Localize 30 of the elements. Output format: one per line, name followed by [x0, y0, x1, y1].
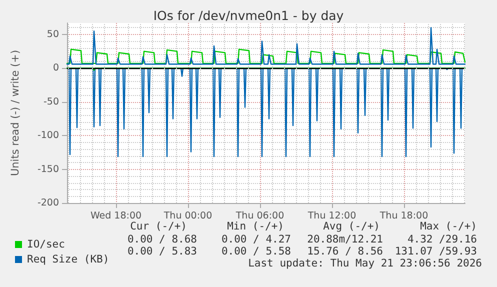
legend-label: IO/sec	[27, 238, 65, 250]
text: Max (-/+)	[420, 220, 477, 232]
text: 4.32 /29.16	[407, 234, 477, 246]
x-tick-label: Wed 18:00	[90, 210, 142, 222]
text: 131.07 /59.93	[394, 246, 477, 258]
text: Last update: Thu May 21 23:06:56 2026	[248, 258, 482, 270]
x-tick-label: Thu 18:00	[378, 210, 428, 222]
y-tick-label: -200	[37, 198, 59, 208]
x-tick-label: Thu 06:00	[234, 210, 284, 222]
chart-title: IOs for /dev/nvme0n1 - by day	[153, 8, 344, 23]
x-tick-label: Thu 00:00	[162, 210, 212, 222]
line-series	[66, 48, 466, 64]
text: Min (-/+)	[227, 220, 284, 232]
y-axis-title: Units read (-) / write (+)	[10, 50, 22, 176]
legend-label: Req Size (KB)	[27, 254, 110, 266]
x-tick-label: Thu 12:00	[306, 210, 356, 222]
text: 0.00 / 4.27	[221, 234, 291, 246]
text: Cur (-/+)	[130, 220, 187, 232]
y-tick-label: -150	[37, 164, 59, 175]
text: 0.00 / 5.58	[221, 246, 291, 258]
y-tick-label: 50	[46, 28, 59, 40]
text: 0.00 / 5.83	[127, 246, 197, 258]
text: 0.00 / 8.68	[127, 234, 197, 246]
line-series	[66, 27, 466, 65]
text: Avg (-/+)	[323, 220, 380, 232]
text: 15.76 / 8.56	[307, 246, 383, 258]
text: 20.88m/12.21	[307, 234, 383, 246]
y-tick-label: 0	[52, 62, 59, 74]
y-tick-label: -50	[43, 96, 59, 108]
y-tick-label: -100	[37, 130, 59, 142]
